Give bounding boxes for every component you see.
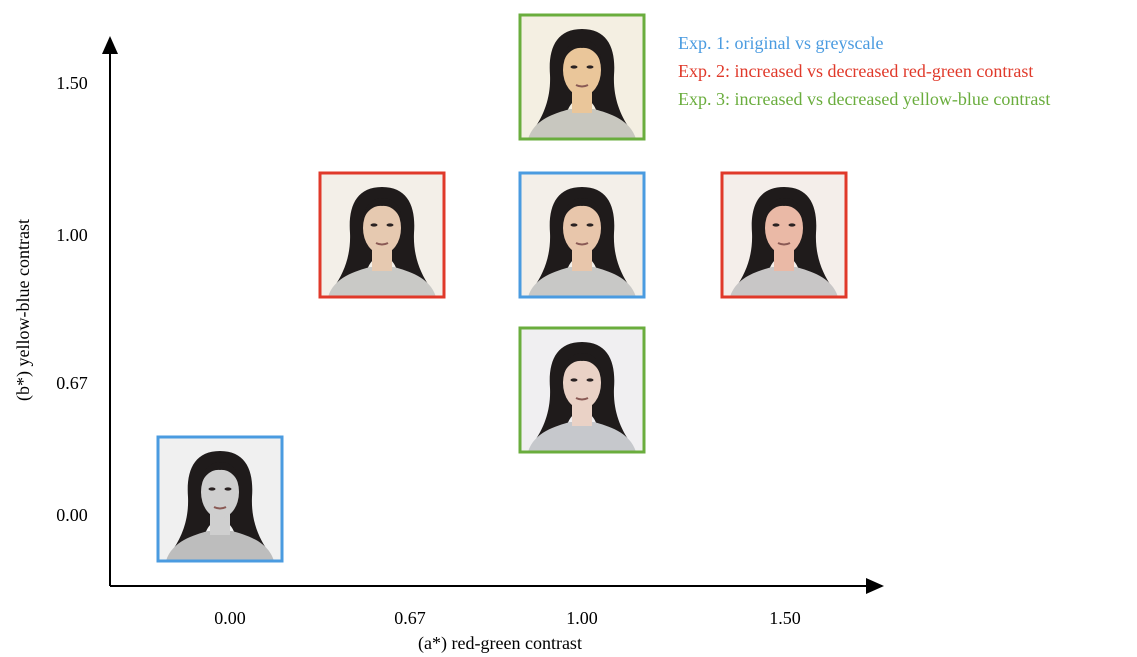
face-image [158,437,282,561]
legend: Exp. 1: original vs greyscale Exp. 2: inc… [678,33,1050,109]
x-tick-label: 0.00 [214,608,246,628]
eye [571,223,578,226]
y-tick-label: 1.50 [56,73,88,93]
face-image [320,173,444,297]
x-tick-label: 1.00 [566,608,598,628]
y-axis-label: (b*) yellow-blue contrast [13,219,34,401]
legend-entry: Exp. 2: increased vs decreased red-green… [678,61,1033,81]
x-tick-label: 0.67 [394,608,426,628]
eye [587,65,594,68]
eye [209,487,216,490]
eye [571,378,578,381]
eye [587,223,594,226]
legend-entry: Exp. 1: original vs greyscale [678,33,883,53]
y-tick-label: 1.00 [56,225,88,245]
eye [571,65,578,68]
face-image [520,328,644,452]
face-image [520,173,644,297]
eye [371,223,378,226]
y-tick-label: 0.00 [56,505,88,525]
eye [225,487,232,490]
legend-entry: Exp. 3: increased vs decreased yellow-bl… [678,89,1050,109]
eye [789,223,796,226]
eye [587,378,594,381]
y-tick-label: 0.67 [56,373,88,393]
eye [773,223,780,226]
eye [387,223,394,226]
x-tick-label: 1.50 [769,608,801,628]
face-image [520,15,644,139]
figure: (a*) red-green contrast (b*) yellow-blue… [0,0,1137,657]
face-image [722,173,846,297]
x-axis-label: (a*) red-green contrast [418,633,582,654]
